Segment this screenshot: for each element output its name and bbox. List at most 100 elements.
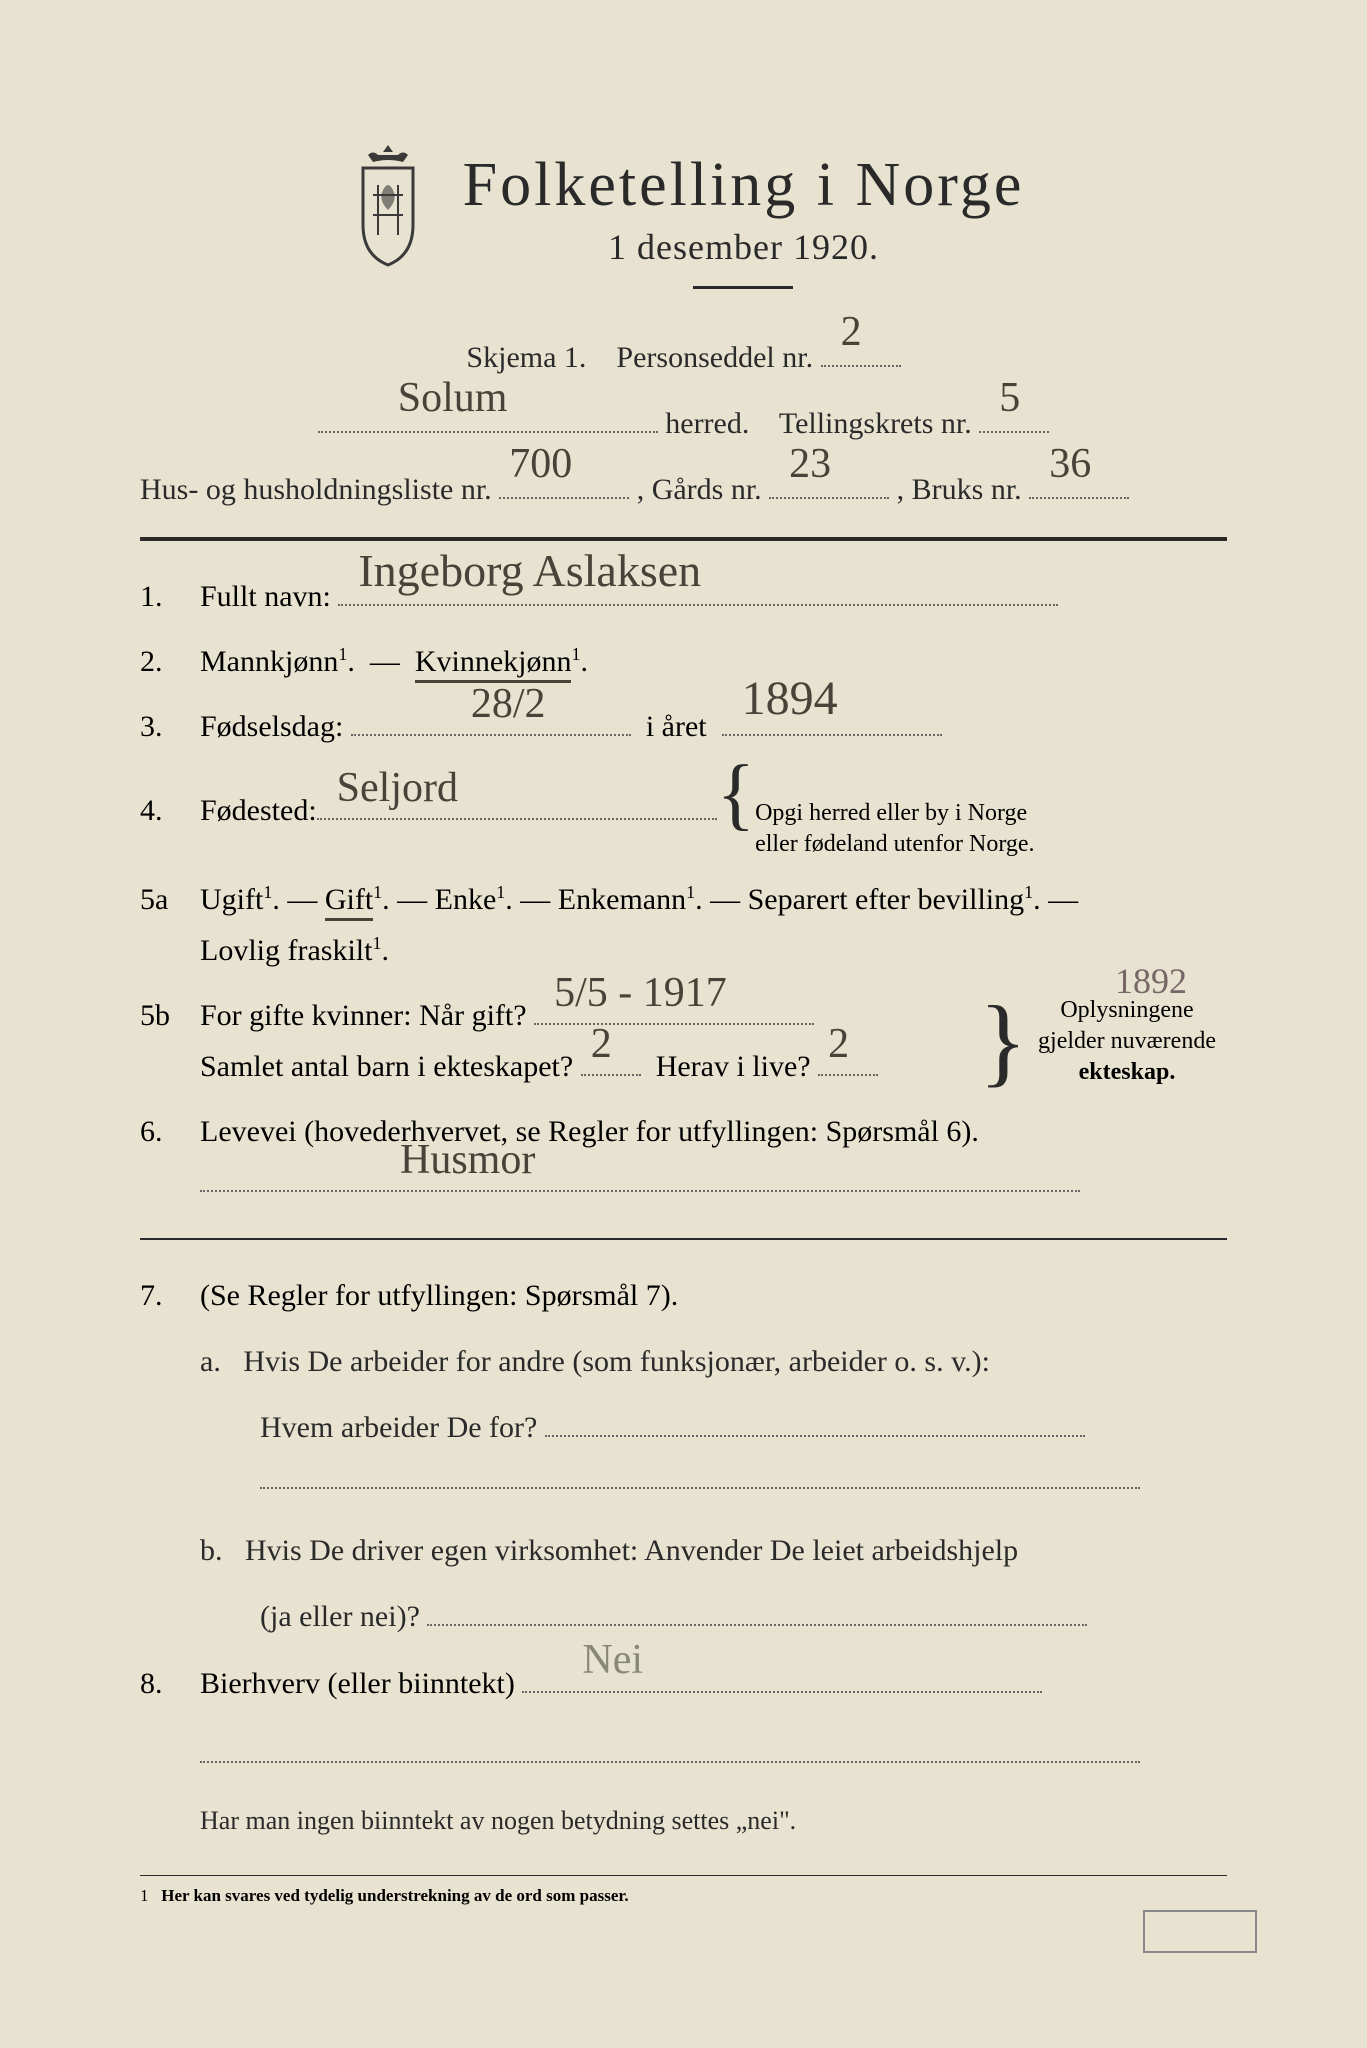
q1-row: 1. Fullt navn: Ingeborg Aslaksen bbox=[140, 571, 1227, 622]
q5b-label2: Samlet antal barn i ekteskapet? bbox=[200, 1050, 573, 1083]
q5a-ugift: Ugift bbox=[200, 883, 263, 916]
q7b-text1: Hvis De driver egen virksomhet: Anvender… bbox=[245, 1534, 1018, 1567]
q8-value: Nei bbox=[582, 1625, 643, 1696]
husliste-label: Hus- og husholdningsliste nr. bbox=[140, 473, 492, 506]
q2-content: Mannkjønn1. — Kvinnekjønn1. bbox=[200, 636, 1227, 687]
q4-note1: Opgi herred eller by i Norge bbox=[755, 800, 1027, 826]
q5b-gift-value: 5/5 - 1917 bbox=[554, 958, 727, 1029]
footnote-num: 1 bbox=[140, 1886, 149, 1905]
q6-content: Levevei (hovederhvervet, se Regler for u… bbox=[200, 1106, 1227, 1208]
brace-icon-2: } bbox=[979, 1006, 1027, 1076]
q7b-row2: (ja eller nei)? bbox=[260, 1590, 1227, 1644]
title-divider bbox=[693, 286, 793, 289]
q4-row: 4. Fødested: Seljord { Opgi herred eller… bbox=[140, 766, 1227, 860]
footnote: 1 Her kan svares ved tydelig understrekn… bbox=[140, 1886, 629, 1905]
q2-mann: Mannkjønn bbox=[200, 645, 338, 678]
q5a-num: 5a bbox=[140, 883, 200, 917]
footer-note: Har man ingen biinntekt av nogen betydni… bbox=[200, 1798, 1227, 1845]
q7b-text2: (ja eller nei)? bbox=[260, 1600, 420, 1633]
q7a-label: a. bbox=[200, 1345, 221, 1378]
q3-num: 3. bbox=[140, 710, 200, 744]
q5a-enkemann: Enkemann bbox=[558, 883, 686, 916]
q7a-row: a. Hvis De arbeider for andre (som funks… bbox=[200, 1335, 1227, 1389]
q3-row: 3. Fødselsdag: 28/2 i året 1894 bbox=[140, 701, 1227, 752]
husliste-value: 700 bbox=[509, 427, 572, 503]
printer-stamp bbox=[1143, 1910, 1257, 1953]
header: Folketelling i Norge 1 desember 1920. bbox=[140, 140, 1227, 319]
q5b-note3: ekteskap. bbox=[1079, 1059, 1176, 1085]
husliste-field: 700 bbox=[499, 497, 629, 499]
bruks-label: , Bruks nr. bbox=[897, 473, 1022, 506]
bruks-value: 36 bbox=[1049, 427, 1091, 503]
q5b-note2: gjelder nuværende bbox=[1038, 1028, 1216, 1054]
q4-note: Opgi herred eller by i Norge eller fødel… bbox=[755, 798, 1034, 860]
q7b-row: b. Hvis De driver egen virksomhet: Anven… bbox=[200, 1524, 1227, 1578]
q1-label: Fullt navn: bbox=[200, 580, 331, 613]
q5b-gift-field: 5/5 - 1917 bbox=[534, 1023, 814, 1025]
bruks-field: 36 bbox=[1029, 497, 1129, 499]
q5b-margin-year: 1892 bbox=[1115, 960, 1187, 1002]
q1-value: Ingeborg Aslaksen bbox=[358, 532, 701, 610]
footnote-text: Her kan svares ved tydelig understreknin… bbox=[161, 1886, 628, 1905]
q5b-content: For gifte kvinner: Når gift? 5/5 - 1917 … bbox=[200, 990, 1227, 1092]
q7a-text2: Hvem arbeider De for? bbox=[260, 1411, 537, 1444]
q7b-field bbox=[427, 1624, 1087, 1626]
q3-content: Fødselsdag: 28/2 i året 1894 bbox=[200, 701, 1227, 752]
personseddel-field: 2 bbox=[821, 365, 901, 367]
q1-field: Ingeborg Aslaksen bbox=[338, 604, 1058, 606]
q3-day-field: 28/2 bbox=[351, 734, 631, 736]
q7-num: 7. bbox=[140, 1279, 200, 1313]
q5b-label3: Herav i live? bbox=[656, 1050, 811, 1083]
q6-row: 6. Levevei (hovederhvervet, se Regler fo… bbox=[140, 1106, 1227, 1208]
q3-year: 1894 bbox=[742, 658, 838, 740]
q6-label: Levevei (hovederhvervet, se Regler for u… bbox=[200, 1115, 979, 1148]
q5a-gift: Gift bbox=[325, 883, 373, 921]
personseddel-label: Personseddel nr. bbox=[616, 341, 813, 374]
q3-day: 28/2 bbox=[471, 669, 546, 740]
q5b-note: Oplysningene gjelder nuværende ekteskap. bbox=[1027, 995, 1227, 1089]
subtitle: 1 desember 1920. bbox=[463, 226, 1025, 268]
q5b-barn-value: 2 bbox=[591, 1009, 612, 1080]
q7b-label: b. bbox=[200, 1534, 223, 1567]
skjema-line: Skjema 1. Personseddel nr. 2 bbox=[140, 331, 1227, 385]
q2-sup2: 1 bbox=[571, 644, 580, 664]
q5a-separert: Separert efter bevilling bbox=[748, 883, 1025, 916]
census-form-page: Folketelling i Norge 1 desember 1920. Sk… bbox=[0, 0, 1367, 2048]
footnote-rule: 1 Her kan svares ved tydelig understrekn… bbox=[140, 1875, 1227, 1907]
q8-num: 8. bbox=[140, 1667, 200, 1701]
q4-label: Fødested: bbox=[200, 785, 317, 836]
q4-content: Fødested: Seljord { Opgi herred eller by… bbox=[200, 766, 1227, 860]
husliste-line: Hus- og husholdningsliste nr. 700 , Gård… bbox=[140, 463, 1227, 517]
personseddel-value: 2 bbox=[841, 295, 862, 371]
q8-field2 bbox=[200, 1743, 1140, 1763]
gards-value: 23 bbox=[789, 427, 831, 503]
q3-year-field: 1894 bbox=[722, 734, 942, 736]
q7a-field bbox=[545, 1435, 1085, 1437]
gards-field: 23 bbox=[769, 497, 889, 499]
main-title: Folketelling i Norge bbox=[463, 150, 1025, 221]
q4-note2: eller fødeland utenfor Norge. bbox=[755, 831, 1034, 857]
q4-num: 4. bbox=[140, 794, 200, 828]
q7-content: (Se Regler for utfyllingen: Spørsmål 7). bbox=[200, 1270, 1227, 1321]
q5a-fraskilt: Lovlig fraskilt bbox=[200, 934, 372, 967]
q3-label: Fødselsdag: bbox=[200, 710, 343, 743]
q7-label: (Se Regler for utfyllingen: Spørsmål 7). bbox=[200, 1279, 678, 1312]
q6-value: Husmor bbox=[400, 1125, 535, 1196]
q7a-row2: Hvem arbeider De for? bbox=[260, 1401, 1227, 1455]
q4-field: Seljord bbox=[317, 818, 717, 820]
q6-num: 6. bbox=[140, 1115, 200, 1149]
gards-label: , Gårds nr. bbox=[637, 473, 762, 506]
q5b-label1: For gifte kvinner: Når gift? bbox=[200, 999, 527, 1032]
q7a-field2 bbox=[260, 1467, 1140, 1489]
q5b-live-value: 2 bbox=[828, 1009, 849, 1080]
q7-row: 7. (Se Regler for utfyllingen: Spørsmål … bbox=[140, 1270, 1227, 1321]
q5b-barn-field: 2 bbox=[581, 1074, 641, 1076]
q1-num: 1. bbox=[140, 580, 200, 614]
herred-value: Solum bbox=[398, 361, 508, 437]
q8-field: Nei bbox=[522, 1691, 1042, 1693]
q3-year-label: i året bbox=[646, 710, 707, 743]
form-content: Folketelling i Norge 1 desember 1920. Sk… bbox=[50, 60, 1317, 1947]
q5b-num: 5b bbox=[140, 999, 200, 1033]
q8-label: Bierhverv (eller biinntekt) bbox=[200, 1667, 515, 1700]
q5a-enke: Enke bbox=[435, 883, 497, 916]
